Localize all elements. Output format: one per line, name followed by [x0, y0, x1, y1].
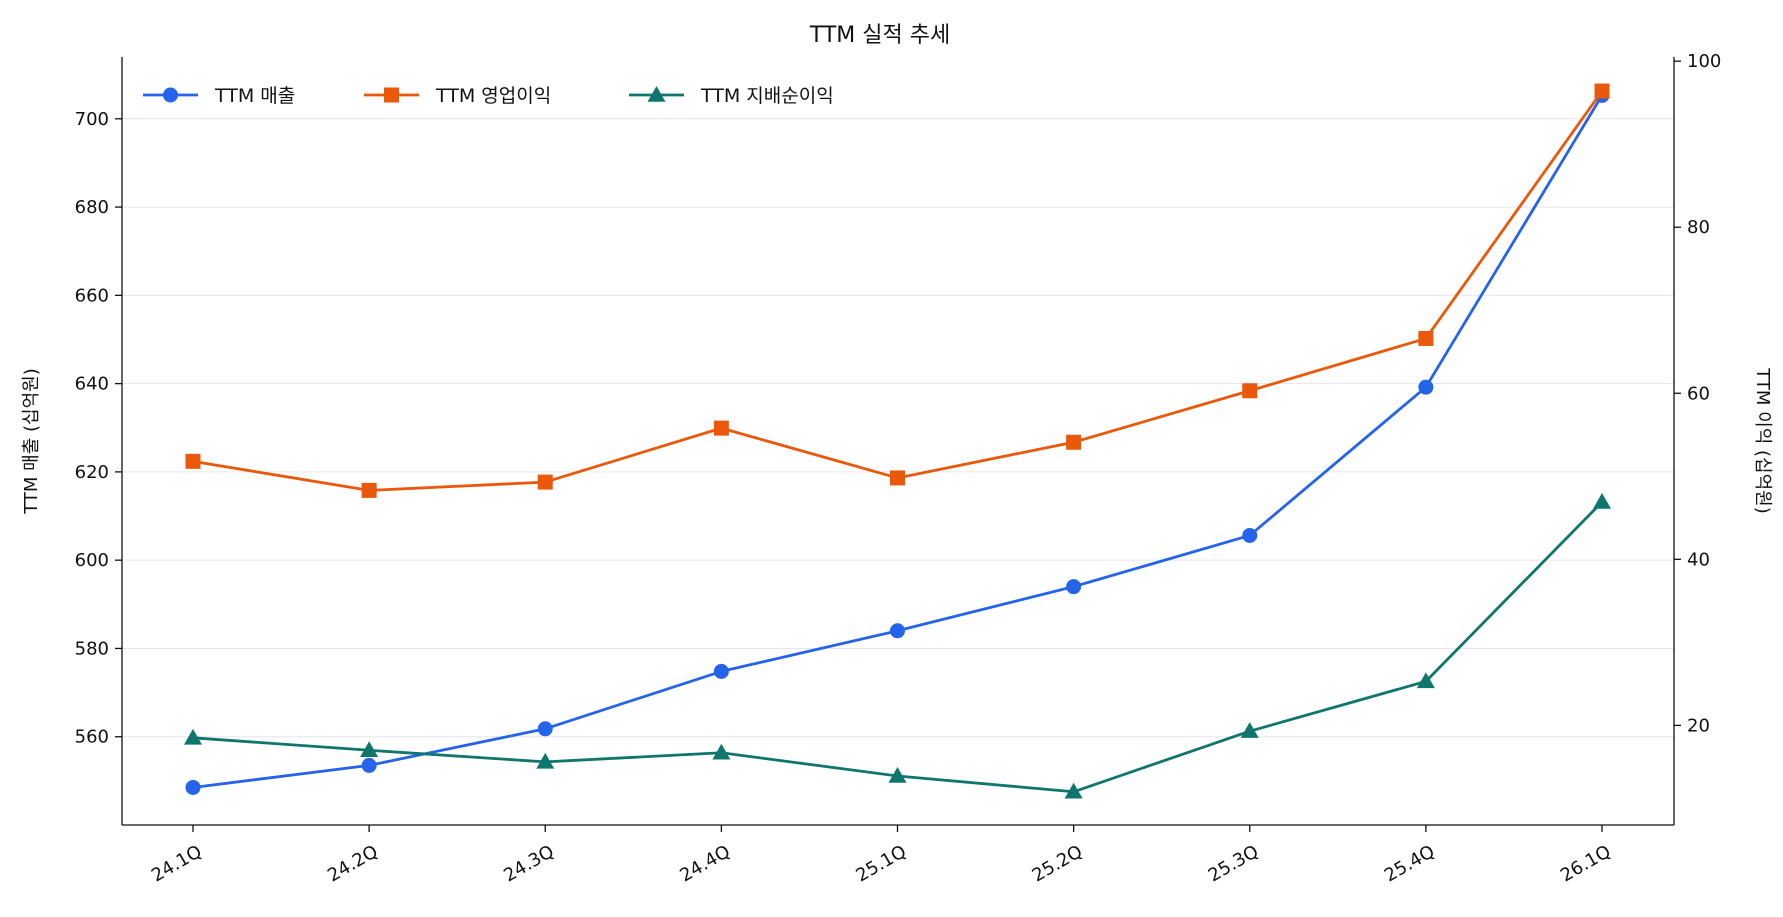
legend-label: TTM 매출 — [214, 85, 295, 107]
y-left-tick-label: 620 — [75, 462, 109, 483]
data-point — [537, 474, 553, 490]
legend-label: TTM 지배순이익 — [700, 85, 834, 107]
legend-label: TTM 영업이익 — [435, 85, 551, 107]
data-point — [1418, 379, 1434, 395]
y-left-tick-label: 580 — [75, 638, 109, 659]
y-right-tick-label: 20 — [1687, 715, 1710, 736]
legend-marker — [384, 87, 399, 103]
data-point — [1242, 527, 1258, 543]
chart-title: TTM 실적 추세 — [809, 23, 950, 48]
y-right-tick-label: 40 — [1687, 549, 1710, 570]
y-left-tick-label: 700 — [75, 109, 109, 130]
legend-marker — [647, 86, 666, 102]
data-point — [185, 779, 201, 795]
data-point — [361, 482, 377, 498]
data-point — [536, 752, 555, 769]
series-line — [192, 501, 1603, 794]
y-axis-left-label: TTM 매출 (십억원) — [21, 368, 42, 515]
data-point — [890, 470, 905, 486]
data-point — [713, 420, 729, 436]
y-left-tick-label: 680 — [75, 197, 109, 218]
data-point — [184, 728, 202, 745]
data-point — [1418, 330, 1434, 346]
grid — [122, 118, 1674, 738]
legend-item: TTM 지배순이익 — [629, 85, 834, 107]
legend-marker — [163, 87, 178, 103]
legend: TTM 매출 TTM 영업이익 TTM 지배순이익 — [143, 85, 834, 107]
x-tick-label: 25.2Q — [1029, 841, 1086, 886]
data-point — [185, 453, 201, 469]
y-axis-right-label: TTM 이익 (십억원) — [1752, 367, 1773, 514]
series-2 — [185, 83, 1610, 498]
data-point — [712, 743, 731, 760]
y-left-tick-label: 660 — [75, 285, 109, 306]
data-point — [360, 741, 379, 758]
data-point — [1416, 672, 1435, 689]
data-point — [1066, 434, 1082, 450]
x-tick-label: 24.1Q — [148, 841, 205, 886]
x-tick-label: 25.4Q — [1381, 841, 1438, 886]
y-right-tick-label: 60 — [1687, 383, 1710, 404]
axes: 560 580 600 620 640 660 680 700 20 40 60 80 100 24.1Q… — [75, 51, 1722, 886]
x-tick-label: 25.3Q — [1205, 841, 1262, 886]
data-point — [713, 663, 729, 679]
x-tick-label: 24.4Q — [676, 841, 733, 886]
x-tick-label: 24.2Q — [324, 841, 381, 886]
data-point — [1593, 493, 1611, 509]
data-point — [1064, 782, 1083, 799]
legend-item: TTM 매출 — [143, 85, 295, 107]
y-right-tick-label: 80 — [1687, 217, 1710, 238]
y-left-tick-label: 640 — [75, 374, 109, 395]
data-point — [890, 623, 905, 639]
data-point — [1242, 383, 1258, 399]
series-3 — [184, 493, 1611, 799]
x-tick-label: 25.1Q — [853, 841, 910, 886]
x-tick-label: 26.1Q — [1557, 841, 1614, 886]
series-line — [192, 94, 1604, 789]
series-layer — [184, 83, 1611, 799]
data-point — [1594, 83, 1610, 99]
x-tick-label: 24.3Q — [500, 841, 557, 886]
y-right-tick-label: 100 — [1687, 51, 1721, 72]
data-point — [1066, 579, 1082, 595]
data-point — [361, 757, 377, 773]
y-left-tick-label: 560 — [75, 727, 109, 748]
data-point — [1240, 722, 1259, 738]
data-point — [537, 721, 553, 737]
legend-item: TTM 영업이익 — [364, 85, 551, 107]
series-line — [192, 90, 1604, 492]
data-point — [888, 767, 907, 783]
y-left-tick-label: 600 — [75, 550, 109, 571]
